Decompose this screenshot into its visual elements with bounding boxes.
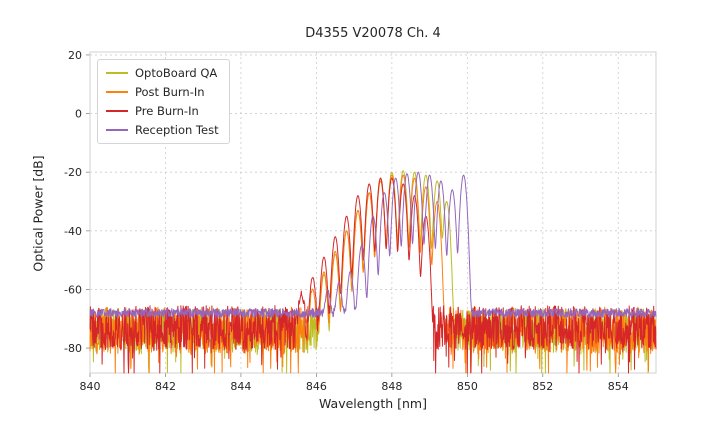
y-tick-label: -60 [64, 283, 82, 296]
x-tick-label: 850 [457, 380, 478, 393]
chart-title: D4355 V20078 Ch. 4 [305, 26, 441, 41]
x-axis-label: Wavelength [nm] [319, 396, 427, 411]
y-axis-label: Optical Power [dB] [30, 155, 46, 272]
legend-item-reception-test: Reception Test [106, 123, 219, 137]
y-tick-label: 20 [68, 49, 82, 62]
y-tick-label: -40 [64, 225, 82, 238]
x-tick-label: 848 [381, 380, 402, 393]
x-tick-label: 852 [532, 380, 553, 393]
plot-border [89, 51, 657, 374]
legend-item-pre-burn-in: Pre Burn-In [106, 104, 219, 118]
x-tick-label: 842 [155, 380, 176, 393]
x-tick-label: 840 [80, 380, 101, 393]
legend-line-swatch [106, 129, 128, 131]
legend-line-swatch [106, 91, 128, 93]
series-line-reception-test [89, 171, 657, 320]
x-tick-label: 846 [306, 380, 327, 393]
legend-line-swatch [106, 72, 128, 74]
legend-item-post-burn-in: Post Burn-In [106, 85, 219, 99]
x-tick-label: 854 [608, 380, 629, 393]
y-tick-label: 0 [75, 108, 82, 121]
x-tick-label: 844 [230, 380, 251, 393]
legend-item-optoboard-qa: OptoBoard QA [106, 66, 219, 80]
legend-label: OptoBoard QA [135, 66, 218, 80]
legend-line-swatch [106, 110, 128, 112]
y-tick-label: -20 [64, 166, 82, 179]
series-line-pre-burn-in [89, 177, 657, 374]
legend-label: Post Burn-In [135, 85, 205, 99]
legend-label: Pre Burn-In [135, 104, 199, 118]
legend: OptoBoard QA Post Burn-In Pre Burn-In Re… [97, 59, 230, 144]
y-tick-label: -80 [64, 342, 82, 355]
legend-label: Reception Test [135, 123, 219, 137]
